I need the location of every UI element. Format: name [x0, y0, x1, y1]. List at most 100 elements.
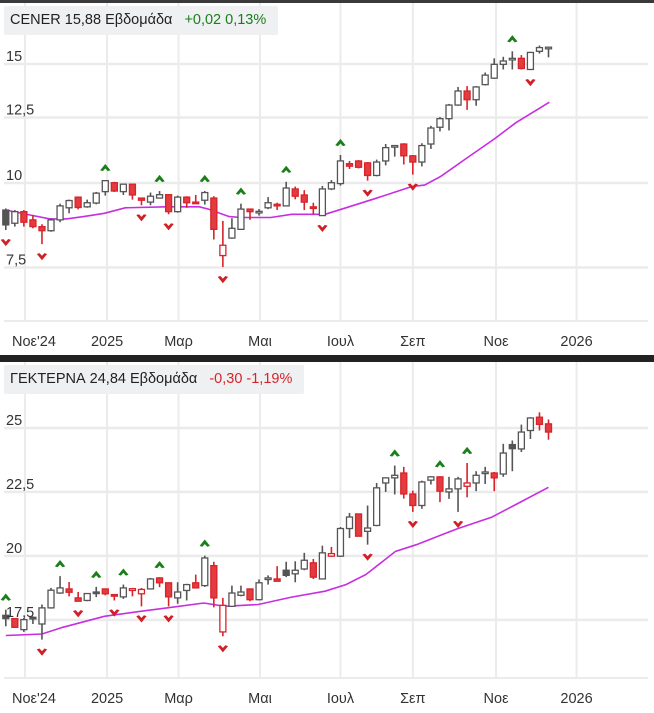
legend-last-price: 24,84	[89, 371, 126, 387]
candle-body	[354, 513, 363, 537]
candle	[463, 86, 471, 110]
buy-signal-chevron-up-icon	[389, 449, 400, 457]
buy-signal-chevron-up-icon	[235, 187, 247, 195]
candle	[201, 191, 209, 205]
candle-body	[56, 205, 64, 221]
candle-body	[110, 593, 118, 597]
gekterna-weekly-candlestick-chart[interactable]: 25 22,5 20 17,5 Noε'24 2025 Μαρ Μαι Ιουλ Σεπ Νοε 20…	[0, 355, 654, 713]
candle-body	[101, 588, 109, 595]
candle	[454, 476, 462, 512]
candle	[499, 443, 507, 477]
y-axis-label: 10	[6, 168, 22, 184]
candle-body	[372, 487, 381, 527]
candle-body	[210, 564, 218, 599]
candle-body	[20, 618, 28, 631]
sell-signal-chevron-down-icon	[362, 553, 373, 561]
candle-body	[119, 183, 128, 193]
buy-signal-chevron-up-icon	[91, 570, 102, 578]
candle	[535, 45, 544, 54]
candle	[173, 195, 182, 213]
candle	[291, 561, 299, 583]
candle-body	[472, 86, 480, 101]
candle	[20, 210, 28, 227]
candle	[155, 191, 164, 199]
candle-body	[137, 588, 146, 595]
candle-body	[336, 160, 345, 185]
candle	[318, 545, 327, 580]
candle	[146, 577, 155, 590]
chart-panel-gekterna[interactable]: 25 22,5 20 17,5 Noε'24 2025 Μαρ Μαι Ιουλ Σεπ Νοε 20…	[0, 355, 654, 713]
candle-body	[119, 587, 128, 598]
sell-signal-chevron-down-icon	[136, 214, 147, 222]
candle-body	[418, 144, 426, 163]
candle-body	[74, 597, 82, 602]
candle	[300, 552, 308, 571]
candle	[219, 597, 227, 637]
candle-body	[29, 219, 37, 228]
panel-divider[interactable]	[0, 355, 654, 362]
candle	[327, 546, 336, 557]
candle-body	[535, 46, 544, 52]
buy-signal-chevron-up-icon	[281, 165, 292, 173]
y-axis-label: 25	[6, 413, 22, 429]
legend-change-percent: -1,19%	[246, 371, 293, 387]
moving-average-line	[5, 101, 550, 220]
candle-body	[490, 63, 498, 79]
candle-body	[210, 197, 218, 230]
candle-body	[29, 616, 37, 620]
candle-body	[183, 583, 191, 592]
candle	[354, 513, 363, 537]
candle-body	[282, 569, 290, 577]
candle-body	[74, 196, 82, 209]
candle	[282, 561, 290, 578]
candle	[11, 617, 19, 628]
candle-body	[47, 589, 55, 609]
candles	[2, 45, 553, 268]
cener-weekly-candlestick-chart[interactable]: 15 12,5 10 7,5 Noε'24 2025 Μαρ Μαι Ιουλ Σεπ Νοε 202…	[0, 0, 654, 358]
candle	[119, 584, 128, 599]
x-axis-label: Ιουλ	[327, 334, 355, 350]
candle-body	[544, 423, 553, 433]
candle-body	[92, 591, 100, 595]
candle	[526, 417, 535, 439]
candle-body	[508, 443, 516, 450]
chart-legend-gekterna: ΓΕΚΤΕΡΝΑ 24,84 Εβδομάδα -0,30 -1,19%	[4, 365, 305, 394]
candle	[327, 180, 336, 191]
candle-body	[318, 552, 327, 580]
candle	[255, 579, 263, 601]
candle	[192, 194, 200, 205]
candle	[219, 220, 227, 268]
candle-body	[409, 493, 417, 507]
chart-panel-cener[interactable]: 15 12,5 10 7,5 Noε'24 2025 Μαρ Μαι Ιουλ Σεπ Νοε 202…	[0, 0, 654, 358]
candles	[2, 412, 553, 640]
candle	[2, 208, 10, 231]
candle	[264, 197, 272, 210]
candle	[309, 558, 317, 579]
candle	[345, 160, 354, 169]
candle	[499, 56, 507, 70]
candle-body	[164, 582, 173, 598]
candle-body	[246, 208, 254, 213]
candle-body	[47, 219, 55, 232]
candle-body	[327, 552, 336, 557]
candle	[74, 592, 82, 602]
candle-body	[20, 211, 28, 223]
candle	[56, 203, 64, 223]
candle	[119, 183, 128, 195]
candle	[436, 117, 444, 132]
candle-body	[400, 472, 408, 495]
x-axis-label: Μαρ	[164, 691, 193, 707]
candle	[164, 582, 173, 607]
candle-body	[255, 210, 263, 214]
sell-signal-chevron-down-icon	[317, 224, 328, 233]
x-axis-label: 2025	[91, 691, 123, 707]
candle	[92, 586, 100, 598]
candle-body	[264, 577, 272, 581]
candle	[264, 575, 272, 585]
sell-signal-chevron-down-icon	[72, 610, 84, 618]
buy-signal-chevron-up-icon	[507, 35, 518, 43]
candle	[65, 199, 73, 214]
buy-signal-chevron-up-icon	[118, 568, 129, 576]
candle	[544, 419, 553, 440]
candle-body	[173, 196, 182, 213]
